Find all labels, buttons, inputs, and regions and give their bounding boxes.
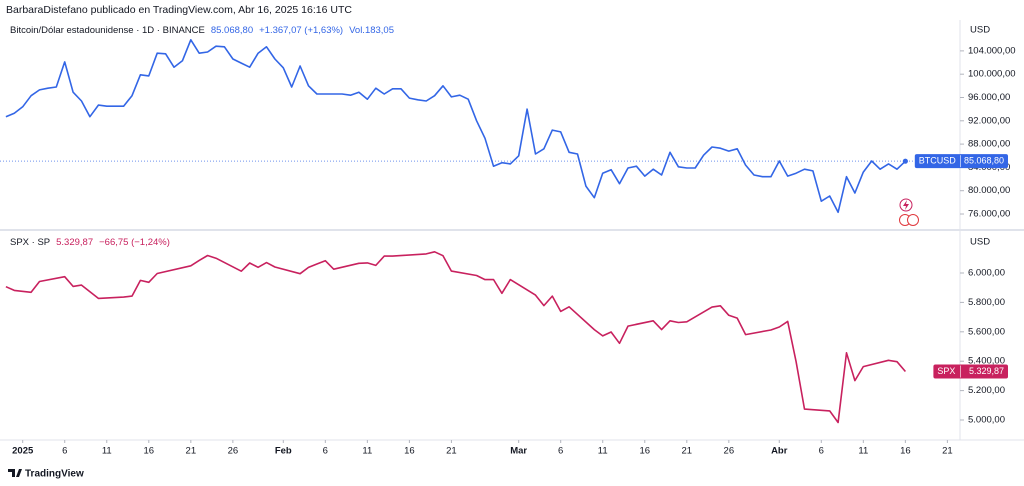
y-tick-label: 100.000,00: [968, 69, 1016, 80]
y-tick-label: 6.000,00: [968, 268, 1005, 279]
price-line: [5, 39, 906, 214]
x-tick-label: 11: [598, 446, 608, 457]
x-tick-label: 16: [900, 446, 911, 457]
legend-title: Bitcoin/Dólar estadounidense · 1D · BINA…: [10, 25, 205, 36]
x-tick-label: 21: [446, 446, 457, 457]
x-tick-label: 6: [558, 446, 563, 457]
y-tick-label: 88.000,00: [968, 139, 1010, 150]
price-tag-symbol: BTCUSD: [919, 156, 957, 166]
x-tick-label: 16: [404, 446, 415, 457]
legend: Bitcoin/Dólar estadounidense · 1D · BINA…: [10, 25, 394, 36]
legend: SPX · SP 5.329,87 −66,75 (−1,24%): [10, 237, 170, 248]
x-tick-label: 6: [62, 446, 67, 457]
y-tick-label: 80.000,00: [968, 185, 1010, 196]
x-tick-label: 6: [819, 446, 824, 457]
y-tick-label: 5.200,00: [968, 385, 1005, 396]
x-tick-label: 11: [362, 446, 372, 457]
x-tick-label: 26: [724, 446, 735, 457]
axis-unit: USD: [970, 25, 990, 36]
legend-price-label: 85.068,80: [211, 25, 253, 36]
header-text: BarbaraDistefano publicado en TradingVie…: [6, 4, 352, 16]
price-tag: [933, 364, 1008, 379]
y-tick-label: 5.400,00: [968, 356, 1005, 367]
legend-title: SPX · SP: [10, 237, 50, 248]
x-tick-label: 11: [858, 446, 868, 457]
price-tag-symbol: SPX: [937, 366, 955, 376]
tradingview-logo: TradingView: [8, 469, 84, 480]
legend-price-label: 5.329,87: [56, 237, 93, 248]
x-tick-label: 2025: [12, 446, 34, 457]
legend-change-label: +1.367,07 (+1,63%): [259, 25, 343, 36]
y-tick-label: 92.000,00: [968, 115, 1010, 126]
x-tick-label: 16: [144, 446, 155, 457]
x-tick-label: Feb: [275, 446, 292, 457]
y-tick-label: 5.800,00: [968, 297, 1005, 308]
y-tick-label: 76.000,00: [968, 209, 1010, 220]
price-tag-divider: [960, 365, 961, 378]
x-tick-label: 16: [639, 446, 650, 457]
x-tick-label: Abr: [771, 446, 788, 457]
y-tick-label: 96.000,00: [968, 92, 1010, 103]
axis-unit: USD: [970, 237, 990, 248]
x-tick-label: 21: [186, 446, 197, 457]
legend-volume-label: Vol.183,05: [349, 25, 394, 36]
legend-change-label: −66,75 (−1,24%): [99, 237, 170, 248]
x-tick-label: 11: [102, 446, 112, 457]
price-tag-value: 85.068,80: [964, 156, 1004, 166]
y-tick-label: 5.000,00: [968, 415, 1005, 426]
price-tag-value: 5.329,87: [969, 366, 1004, 376]
price-tag-divider: [960, 155, 961, 168]
price-tag: [914, 154, 1008, 169]
y-tick-label: 5.600,00: [968, 326, 1005, 337]
x-tick-label: 26: [228, 446, 239, 457]
x-tick-label: Mar: [510, 446, 527, 457]
x-tick-label: 21: [942, 446, 953, 457]
footer-text: TradingView: [25, 469, 84, 480]
event-icons: [899, 198, 919, 226]
x-tick-label: 21: [682, 446, 693, 457]
last-point: [902, 158, 908, 164]
y-tick-label: 104.000,00: [968, 45, 1016, 56]
x-tick-label: 6: [323, 446, 328, 457]
price-line: [5, 251, 907, 424]
